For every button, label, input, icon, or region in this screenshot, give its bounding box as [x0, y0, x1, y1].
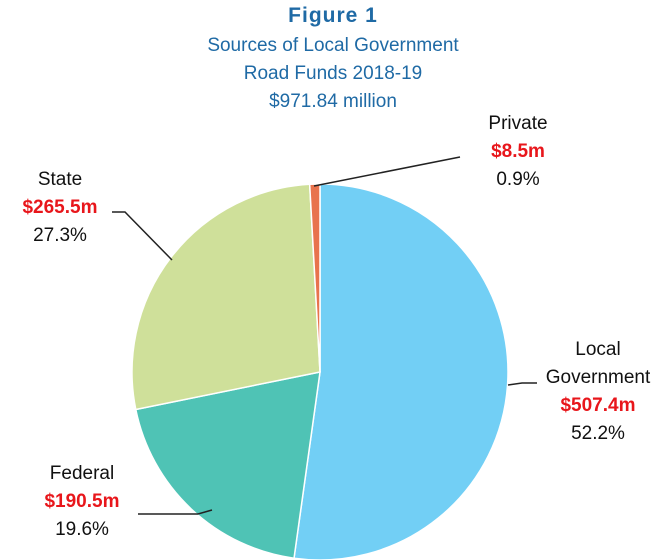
- percent-label: 19.6%: [55, 519, 109, 540]
- value-label: $8.5m: [491, 141, 545, 162]
- slice-label: Private $8.5m 0.9%: [438, 110, 598, 194]
- percent-label: 27.3%: [33, 225, 87, 246]
- value-label: $507.4m: [560, 395, 636, 416]
- chart-subtitle: Sources of Local Government: [207, 35, 459, 56]
- value-label: $265.5m: [22, 197, 98, 218]
- chart-subtitle: $971.84 million: [269, 91, 397, 112]
- leader-line: [313, 156, 461, 187]
- leader-line: [138, 509, 213, 515]
- chart-title: Figure 1: [288, 4, 378, 27]
- value-label: $190.5m: [44, 491, 120, 512]
- slice-label: Federal $190.5m 19.6%: [2, 460, 162, 544]
- percent-label: 52.2%: [571, 423, 625, 444]
- category-label: State: [37, 169, 83, 190]
- pie-slice: [308, 183, 321, 373]
- category-label: Local Government: [545, 339, 651, 388]
- leader-line: [112, 211, 173, 261]
- pie-slice: [131, 183, 321, 411]
- percent-label: 0.9%: [496, 169, 540, 190]
- category-label: Private: [488, 113, 548, 134]
- chart-subtitle: Road Funds 2018-19: [243, 63, 423, 84]
- pie-slice: [134, 371, 321, 560]
- slice-label: State $265.5m 27.3%: [0, 166, 140, 250]
- pie-slice: [293, 183, 509, 560]
- slice-label: Local Government $507.4m 52.2%: [533, 336, 663, 448]
- leader-lines: [112, 156, 537, 515]
- leader-line: [507, 382, 537, 386]
- category-label: Federal: [49, 463, 115, 484]
